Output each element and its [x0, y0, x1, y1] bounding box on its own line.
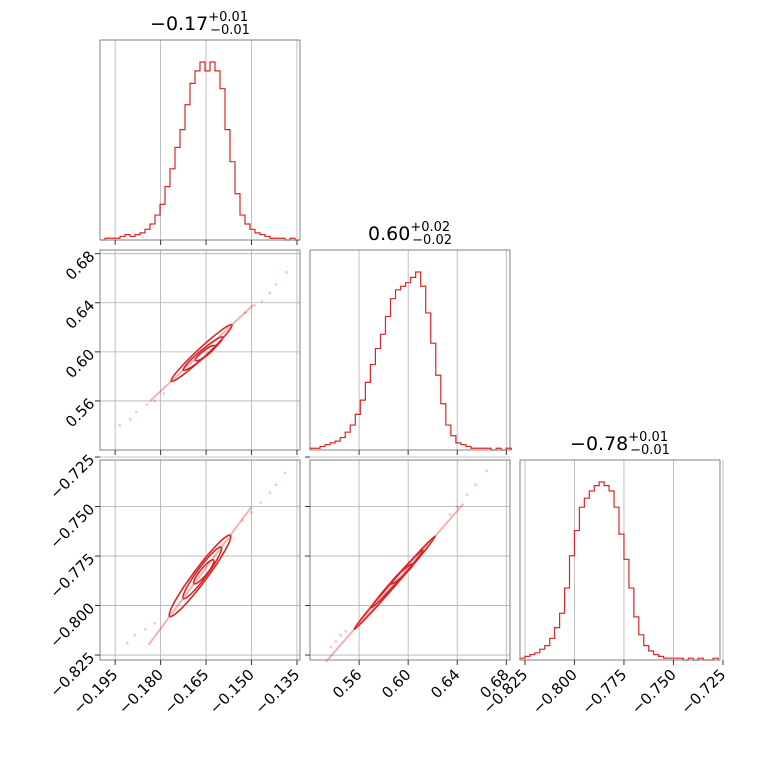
sample-point: [244, 311, 247, 314]
histogram-panel-3: [519, 459, 724, 665]
title-value: 0.60: [368, 223, 410, 245]
title-upper-error: +0.01: [208, 10, 248, 25]
y-tick-label: 0.64: [62, 296, 98, 332]
sample-point: [260, 300, 264, 303]
title-upper-error: +0.01: [628, 430, 668, 445]
sample-point: [259, 501, 263, 504]
sample-cloud-axis: [325, 503, 465, 663]
param-title-1: −0.17+0.01 −0.01: [150, 10, 250, 38]
panel-frame: [99, 39, 301, 241]
sample-point: [153, 399, 156, 403]
x-tick-label: −0.775: [578, 666, 630, 718]
scatter-panel-3: [305, 456, 511, 665]
sample-point: [485, 469, 489, 473]
sample-point: [334, 639, 338, 643]
x-tick-label: −0.135: [251, 666, 303, 718]
sample-point: [274, 483, 278, 487]
histogram-panel-1: [99, 39, 301, 245]
contour-level-3: [390, 563, 414, 585]
contour-level-1: [168, 534, 232, 618]
title-value: −0.78: [570, 433, 628, 455]
histogram-2: [309, 271, 512, 451]
contour-level-3: [194, 344, 217, 362]
x-tick-label: −0.150: [206, 666, 258, 718]
panel-frame: [309, 459, 511, 661]
sample-point: [145, 403, 149, 407]
param-title-3: −0.78+0.01 −0.01: [570, 430, 670, 458]
sample-point: [339, 633, 343, 637]
sample-point: [128, 417, 132, 421]
histogram-1: [100, 61, 300, 241]
x-tick-label: 0.64: [427, 666, 463, 702]
sample-point: [274, 282, 278, 286]
x-tick-label: −0.800: [529, 666, 581, 718]
y-tick-label: 0.56: [62, 395, 98, 431]
sample-point: [474, 483, 478, 487]
sample-point: [284, 270, 288, 274]
title-lower-error: −0.02: [412, 233, 452, 248]
param-title-2: 0.60+0.02 −0.02: [368, 220, 452, 248]
contour-level-3: [192, 558, 215, 585]
y-tick-label: −0.725: [46, 451, 98, 503]
sample-point: [268, 291, 272, 295]
y-tick-label: 0.68: [62, 247, 98, 283]
y-tick-label: −0.775: [46, 550, 98, 602]
panel-frame: [99, 249, 301, 451]
sample-point: [329, 645, 333, 649]
contour-level-2: [182, 546, 223, 600]
sample-point: [125, 641, 129, 645]
sample-point: [250, 511, 253, 514]
title-value: −0.17: [150, 13, 208, 35]
panel-frame: [519, 459, 721, 661]
sample-cloud-axis: [147, 506, 253, 646]
sample-point: [283, 471, 287, 475]
sample-point: [144, 627, 147, 631]
x-tick-label: −0.725: [677, 666, 729, 718]
sample-point: [344, 629, 347, 633]
x-tick-label: 0.60: [378, 666, 414, 702]
histogram-3: [519, 481, 719, 661]
sample-cloud-axis: [149, 304, 254, 402]
panel-frame: [99, 459, 301, 661]
sample-point: [268, 491, 272, 495]
title-lower-error: −0.01: [630, 443, 670, 458]
sample-point: [134, 410, 138, 414]
y-tick-label: −0.750: [46, 500, 98, 552]
sample-point: [253, 303, 256, 307]
panel-frame: [309, 249, 511, 451]
x-tick-label: −0.180: [115, 666, 167, 718]
scatter-panel-2: [95, 456, 301, 665]
title-lower-error: −0.01: [210, 23, 250, 38]
x-tick-label: −0.165: [160, 666, 212, 718]
x-tick-label: 0.56: [329, 666, 365, 702]
y-tick-label: 0.60: [62, 345, 98, 381]
title-upper-error: +0.02: [410, 220, 450, 235]
sample-point: [162, 392, 166, 395]
sample-point: [241, 518, 244, 522]
x-tick-label: −0.750: [628, 666, 680, 718]
y-tick-label: −0.800: [46, 599, 98, 651]
sample-point: [153, 621, 156, 625]
sample-point: [133, 633, 137, 637]
histogram-panel-2: [309, 249, 512, 455]
sample-point: [455, 505, 459, 508]
scatter-panel-1: [95, 249, 301, 455]
sample-point: [118, 424, 122, 427]
sample-point: [465, 493, 469, 497]
sample-point: [448, 513, 452, 516]
